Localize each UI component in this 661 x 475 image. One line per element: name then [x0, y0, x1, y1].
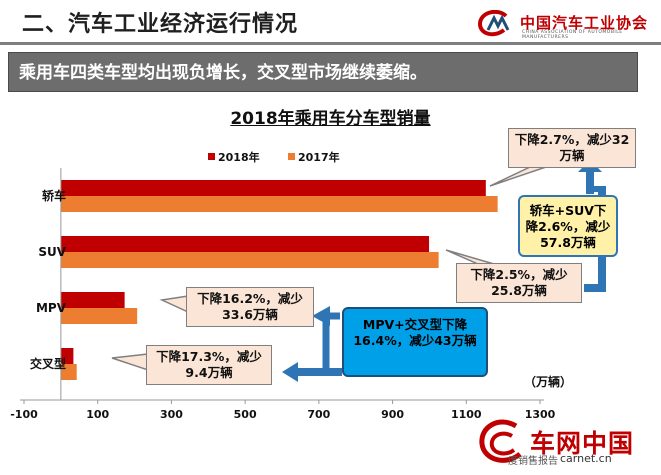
x-tick-label: -100 [10, 408, 38, 421]
page-title: 二、汽车工业经济运行情况 [22, 12, 299, 37]
callout-mpv-cross: MPV+交叉型下降16.4%，减少43万辆 [342, 307, 488, 377]
callout-sedan: 下降2.7%，减少32万辆 [508, 128, 636, 168]
carnet-logo-icon [479, 419, 522, 463]
bar-3-1 [60, 364, 77, 380]
category-label-3: 交叉型 [30, 356, 66, 371]
callout-suv: 下降2.5%，减少25.8万辆 [456, 263, 582, 303]
callout-sedan-pointer [489, 166, 547, 187]
category-label-2: MPV [36, 301, 67, 315]
bar-0-1 [60, 196, 498, 212]
category-label-1: SUV [38, 245, 66, 259]
callout-suv-pointer [445, 249, 495, 265]
callout-sedan-suv: 轿车+SUV下降2.6%，减少57.8万辆 [518, 195, 618, 257]
unit-label: （万辆） [524, 374, 572, 389]
logo-text: 中国汽车工业协会 [520, 14, 649, 32]
watermark-text: 车网中国 [530, 429, 635, 458]
legend-swatch-1 [288, 153, 295, 160]
legend: 2018年 2017年 [208, 150, 340, 164]
chart-title: 2018年乘用车分车型销量 [230, 109, 431, 129]
legend-label-1: 2017年 [298, 150, 340, 164]
bracket-arrow-stem [586, 172, 594, 194]
category-label-0: 轿车 [42, 188, 66, 203]
x-axis: -100 100 300 500 700 900 1100 1300 （万辆） [10, 374, 572, 421]
logo-en-text: CHINA ASSOCIATION OF AUTOMOBILE MANUFACT… [522, 30, 623, 40]
bracket-arrow-stem-cross [296, 368, 342, 376]
bar-0-0 [60, 180, 486, 196]
header-rule [0, 42, 661, 45]
bar-2-1 [60, 308, 138, 324]
bar-2-0 [60, 292, 125, 308]
footer-text: 度销售报告 [508, 456, 558, 467]
bars-group [60, 168, 498, 400]
x-tick-label: 900 [381, 408, 404, 421]
x-tick-label: 1300 [525, 408, 556, 421]
bar-3-0 [60, 348, 74, 364]
callout-cross: 下降17.3%，减少9.4万辆 [146, 345, 272, 385]
callout-mpv-pointer [159, 295, 189, 314]
x-tick-label: 1100 [451, 408, 482, 421]
watermark-url: carnet.cn [560, 452, 612, 465]
caam-logo-icon [477, 10, 510, 37]
category-labels: 轿车 SUV MPV 交叉型 [30, 188, 67, 371]
x-tick-label: 500 [234, 408, 257, 421]
bracket-arrow-head-cross [282, 362, 298, 382]
x-tick-label: 700 [307, 408, 330, 421]
bracket-arrow-head-mpv [312, 306, 330, 326]
bar-1-0 [60, 236, 430, 252]
legend-swatch-0 [208, 153, 215, 160]
x-tick-label: 100 [86, 408, 109, 421]
x-tick-label: 300 [160, 408, 183, 421]
callout-cross-pointer [111, 353, 149, 372]
summary-banner: 乘用车四类车型均出现负增长，交叉型市场继续萎缩。 [8, 52, 638, 92]
legend-label-0: 2018年 [218, 150, 260, 164]
bar-1-1 [60, 252, 439, 268]
callout-mpv: 下降16.2%，减少33.6万辆 [186, 287, 314, 327]
